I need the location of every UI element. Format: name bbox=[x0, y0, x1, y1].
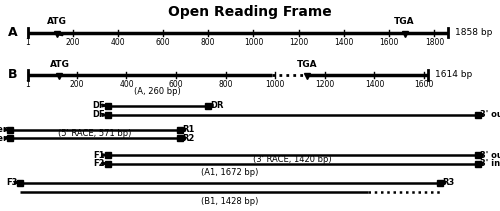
Text: F2: F2 bbox=[94, 159, 105, 168]
Text: 5' outer: 5' outer bbox=[0, 125, 8, 134]
Text: 3' outer: 3' outer bbox=[480, 111, 500, 119]
Polygon shape bbox=[477, 154, 483, 156]
Text: R3: R3 bbox=[442, 178, 455, 187]
Text: 1600: 1600 bbox=[414, 80, 434, 89]
Text: (A1, 1672 bp): (A1, 1672 bp) bbox=[202, 168, 258, 177]
Polygon shape bbox=[102, 114, 108, 116]
Text: 3' outer: 3' outer bbox=[480, 151, 500, 160]
Text: 600: 600 bbox=[156, 38, 170, 47]
Polygon shape bbox=[14, 181, 20, 184]
Text: 1000: 1000 bbox=[266, 80, 285, 89]
Text: 800: 800 bbox=[201, 38, 216, 47]
Text: (3' RACE, 1420 bp): (3' RACE, 1420 bp) bbox=[253, 155, 332, 164]
Polygon shape bbox=[477, 162, 483, 165]
Polygon shape bbox=[440, 181, 446, 184]
Text: B: B bbox=[8, 68, 17, 81]
Text: 400: 400 bbox=[119, 80, 134, 89]
Text: 1000: 1000 bbox=[244, 38, 263, 47]
Text: 200: 200 bbox=[66, 38, 80, 47]
Text: 1200: 1200 bbox=[289, 38, 308, 47]
Polygon shape bbox=[180, 128, 186, 131]
Text: 1600: 1600 bbox=[380, 38, 399, 47]
Polygon shape bbox=[180, 137, 186, 139]
Text: 600: 600 bbox=[168, 80, 184, 89]
Text: (A, 260 bp): (A, 260 bp) bbox=[134, 87, 181, 96]
Text: DR: DR bbox=[210, 101, 224, 110]
Text: F1: F1 bbox=[94, 151, 105, 160]
Text: TGA: TGA bbox=[394, 17, 415, 26]
Polygon shape bbox=[207, 104, 213, 107]
Text: TGA: TGA bbox=[297, 60, 318, 69]
Text: 3' inner: 3' inner bbox=[480, 159, 500, 168]
Text: 400: 400 bbox=[110, 38, 125, 47]
Text: 5' inner: 5' inner bbox=[0, 134, 8, 143]
Text: 1: 1 bbox=[25, 80, 30, 89]
Polygon shape bbox=[56, 33, 62, 36]
Text: 1400: 1400 bbox=[364, 80, 384, 89]
Polygon shape bbox=[4, 137, 10, 139]
Text: 1858 bp: 1858 bp bbox=[455, 28, 492, 37]
Text: 1800: 1800 bbox=[425, 38, 444, 47]
Text: 1614 bp: 1614 bp bbox=[435, 70, 472, 79]
Text: ATG: ATG bbox=[50, 60, 70, 69]
Text: 1: 1 bbox=[25, 38, 30, 47]
Text: 800: 800 bbox=[218, 80, 233, 89]
Text: DF: DF bbox=[92, 111, 105, 119]
Text: A: A bbox=[8, 26, 18, 39]
Text: (B1, 1428 bp): (B1, 1428 bp) bbox=[202, 197, 258, 206]
Text: R1: R1 bbox=[182, 125, 195, 134]
Text: 1400: 1400 bbox=[334, 38, 353, 47]
Text: F3: F3 bbox=[6, 178, 18, 187]
Text: DF: DF bbox=[92, 101, 105, 110]
Text: 200: 200 bbox=[70, 80, 84, 89]
Text: R2: R2 bbox=[182, 134, 195, 143]
Polygon shape bbox=[102, 154, 108, 156]
Text: 1200: 1200 bbox=[315, 80, 334, 89]
Text: (5' RACE, 571 bp): (5' RACE, 571 bp) bbox=[58, 130, 132, 138]
Text: Open Reading Frame: Open Reading Frame bbox=[168, 5, 332, 19]
Polygon shape bbox=[102, 104, 108, 107]
Polygon shape bbox=[477, 114, 483, 116]
Polygon shape bbox=[4, 128, 10, 131]
Text: ATG: ATG bbox=[46, 17, 66, 26]
Polygon shape bbox=[102, 162, 108, 165]
